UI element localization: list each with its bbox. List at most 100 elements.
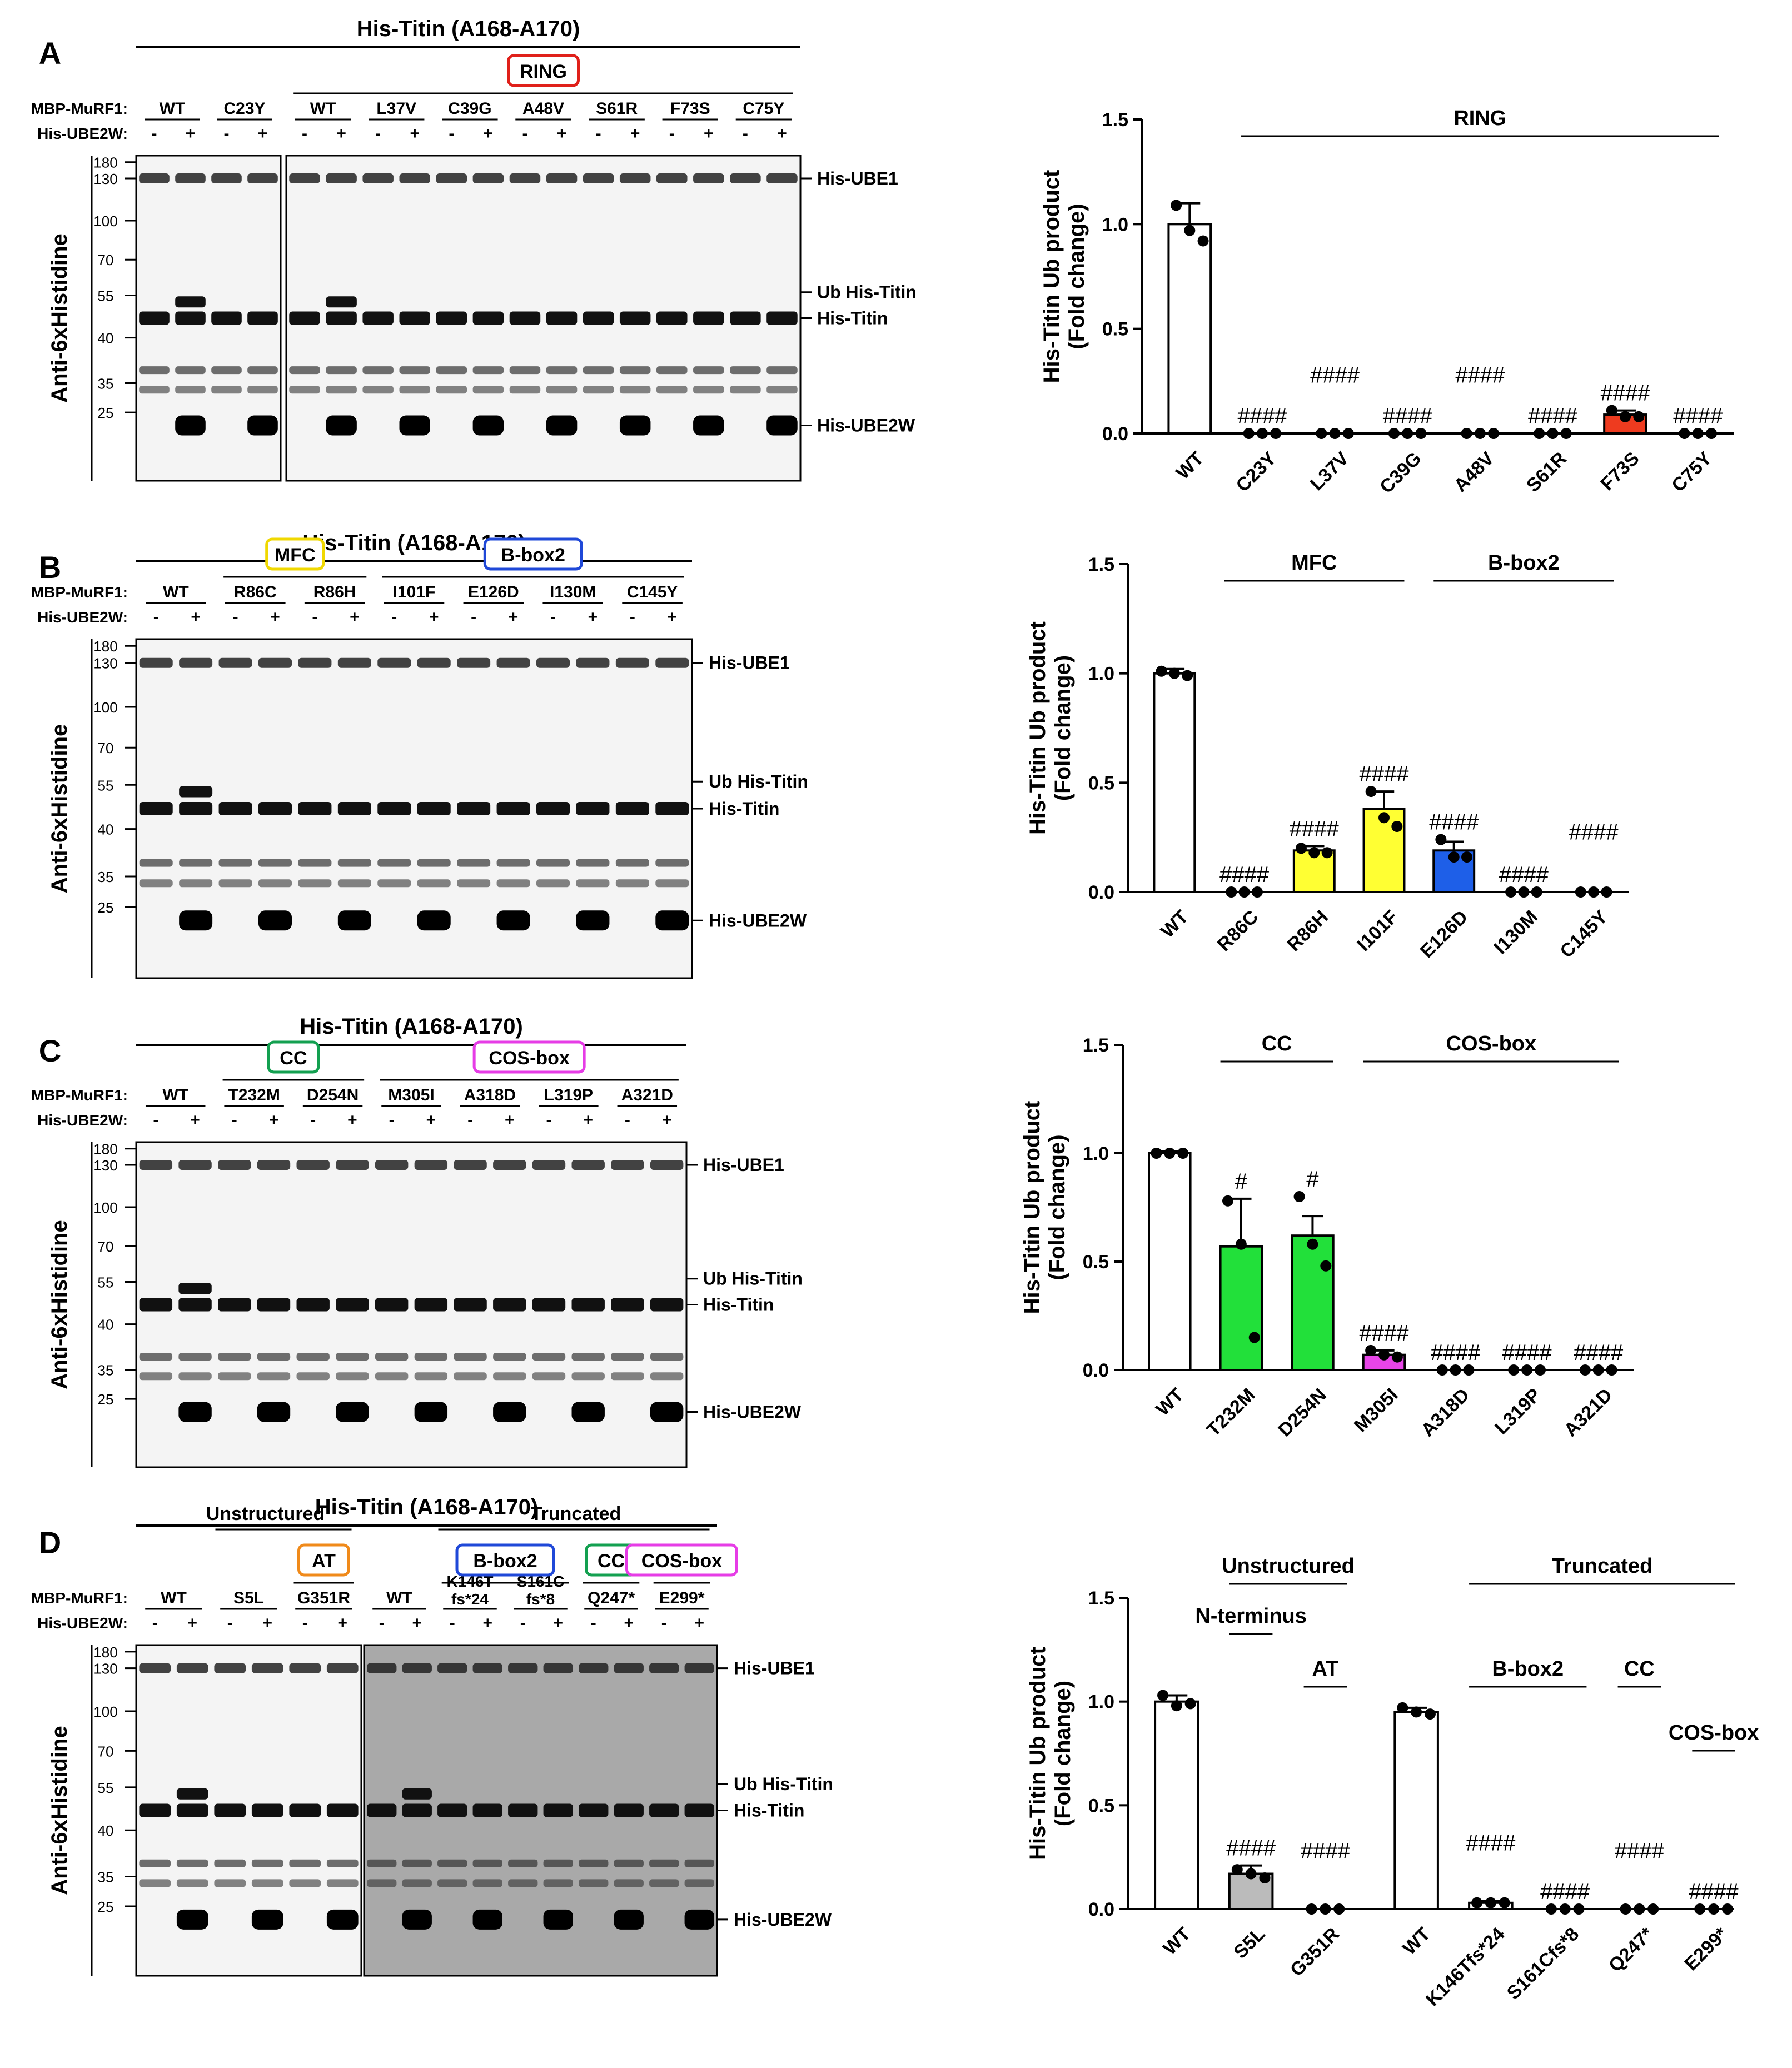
significance-mark: ####	[1360, 762, 1410, 786]
lane-label: C75Y	[743, 99, 784, 118]
ube2w-plus: +	[426, 1111, 436, 1129]
ube2w-minus: -	[391, 608, 397, 626]
ube2w-plus: +	[630, 124, 640, 143]
ube2w-minus: -	[224, 124, 230, 143]
band-ube1	[611, 1159, 644, 1170]
y-tick-label: 1.0	[1083, 1143, 1109, 1164]
band-titin	[543, 1803, 573, 1817]
band-ub-titin	[178, 1283, 212, 1294]
band-ube2w	[258, 910, 292, 931]
data-point	[1307, 1238, 1318, 1250]
band-ube2w	[693, 415, 724, 436]
significance-mark: ####	[1466, 1831, 1516, 1855]
bar-chart: 0.0 0.5 1.0 1.5 His-Titin Ub product (Fold ch…	[1020, 1032, 1634, 1441]
band-lower	[532, 1353, 566, 1361]
lane-label: D254N	[307, 1086, 359, 1104]
band-ube1	[457, 657, 491, 668]
band-ube1	[693, 173, 724, 183]
band-ube2w	[571, 1402, 605, 1422]
band-lower	[298, 859, 332, 867]
band-lower	[367, 1879, 397, 1887]
ube2w-minus: -	[312, 608, 317, 626]
band-lower	[496, 879, 530, 888]
y-tick-label: 0.0	[1088, 1899, 1114, 1920]
band-lower	[546, 366, 578, 375]
band-lower	[571, 1372, 605, 1381]
band-lower	[178, 1372, 212, 1381]
mw-marker: 55	[98, 777, 114, 794]
band-label: Ub His-Titin	[817, 282, 917, 302]
band-ube2w	[493, 1402, 526, 1422]
data-point	[1485, 1897, 1496, 1908]
mw-marker: 100	[93, 1703, 117, 1720]
band-ub-titin	[402, 1788, 432, 1800]
band-lower	[730, 386, 761, 394]
band-titin	[296, 1298, 330, 1312]
data-point	[1251, 886, 1263, 898]
band-lower	[619, 386, 651, 394]
y-tick-label: 0.5	[1102, 319, 1128, 340]
significance-mark: ####	[1540, 1880, 1590, 1904]
panel-letter: C	[39, 1033, 61, 1068]
band-ube2w	[175, 415, 206, 436]
data-point	[1579, 1364, 1591, 1376]
band-titin	[496, 802, 530, 815]
y-axis-title-line1: His-Titin Ub product	[1020, 1101, 1044, 1314]
band-lower	[493, 1353, 526, 1361]
data-point	[1197, 235, 1209, 247]
x-tick-label: C145Y	[1556, 906, 1612, 963]
data-point	[1243, 428, 1255, 439]
mw-marker: 70	[98, 1743, 114, 1760]
data-point	[1620, 1903, 1631, 1915]
bar	[1393, 1711, 1439, 1910]
band-ub-titin	[175, 296, 206, 308]
mw-marker: 180	[93, 155, 117, 171]
band-titin	[437, 1803, 467, 1817]
domain-label: CC	[598, 1551, 625, 1572]
band-titin	[139, 1298, 173, 1312]
x-tick-label: I130M	[1490, 906, 1542, 959]
band-lower	[656, 386, 688, 394]
ube2w-plus: +	[336, 124, 346, 143]
band-ube1	[766, 173, 798, 183]
data-point	[1435, 834, 1447, 845]
data-point	[1333, 1903, 1345, 1915]
lane-label: A321D	[621, 1086, 673, 1104]
band-titin	[251, 1803, 283, 1817]
y-tick-label: 1.5	[1088, 554, 1114, 575]
data-point	[1588, 886, 1600, 898]
band-lower	[251, 1859, 283, 1867]
band-lower	[532, 1372, 566, 1381]
band-lower	[247, 366, 278, 375]
band-lower	[362, 386, 394, 394]
band-lower	[258, 879, 292, 888]
ube2w-plus: +	[624, 1614, 634, 1632]
mw-marker: 130	[93, 171, 117, 187]
data-point	[1521, 1364, 1533, 1376]
band-lower	[611, 1372, 644, 1381]
band-label: Ub His-Titin	[734, 1774, 833, 1794]
mw-marker: 180	[93, 1141, 117, 1158]
band-lower	[289, 1879, 321, 1887]
mw-marker: 100	[93, 1199, 117, 1216]
band-lower	[296, 1372, 330, 1381]
band-titin	[211, 311, 242, 325]
band-ube1	[546, 173, 578, 183]
band-lower	[437, 1859, 467, 1867]
band-ube1	[326, 1663, 359, 1673]
band-lower	[337, 859, 371, 867]
band-titin	[139, 1803, 171, 1817]
band-titin	[402, 1803, 432, 1817]
band-titin	[472, 311, 504, 325]
data-point	[1156, 665, 1167, 677]
x-tick-label: A321D	[1560, 1384, 1617, 1441]
band-ube1	[496, 657, 530, 668]
band-lower	[614, 1879, 644, 1887]
data-point	[1450, 1364, 1461, 1376]
bar-chart: 0.0 0.5 1.0 1.5 His-Titin Ub product (Fold ch…	[1026, 551, 1629, 962]
mw-marker: 55	[98, 1780, 114, 1796]
ube2w-plus: +	[187, 1614, 197, 1632]
band-titin	[289, 1803, 321, 1817]
significance-mark: ####	[1431, 1341, 1481, 1365]
data-point	[1270, 428, 1282, 439]
